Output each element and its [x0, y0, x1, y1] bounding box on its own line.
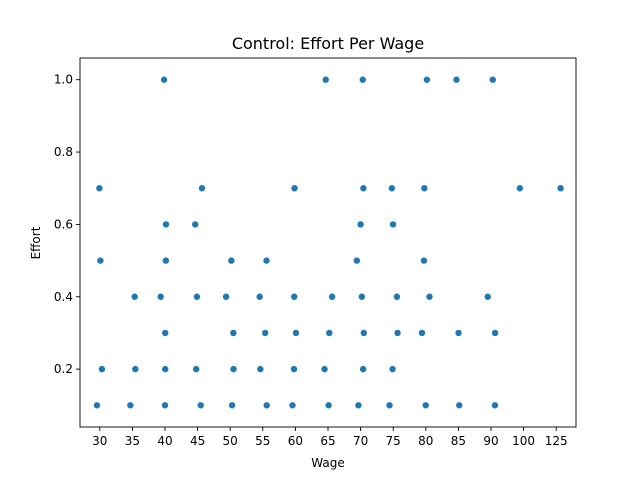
- y-axis: 0.2 0.4 0.6 0.8 1.0: [54, 73, 80, 376]
- data-point: [192, 365, 200, 373]
- data-point: [132, 365, 139, 373]
- x-tick-label: 65: [320, 434, 335, 448]
- data-point: [131, 293, 138, 300]
- data-point: [230, 329, 237, 337]
- x-tick-label: 50: [223, 434, 238, 448]
- x-tick-label: 80: [418, 434, 433, 448]
- y-tick-label: 0.4: [54, 290, 73, 304]
- data-point: [360, 185, 367, 192]
- data-point: [256, 293, 263, 300]
- x-tick-label: 75: [386, 434, 401, 448]
- data-point: [263, 257, 270, 264]
- data-point: [263, 402, 270, 409]
- data-point: [358, 293, 366, 300]
- data-point: [360, 329, 367, 337]
- data-point: [421, 185, 428, 192]
- x-tick-label: 90: [483, 434, 498, 448]
- data-point: [516, 185, 524, 192]
- data-point: [230, 365, 237, 373]
- x-tick-label: 35: [125, 434, 140, 448]
- data-point: [453, 76, 460, 83]
- x-tick-label: 125: [545, 434, 568, 448]
- data-point: [261, 329, 269, 337]
- data-point: [386, 402, 393, 409]
- data-point: [161, 402, 169, 409]
- data-point: [228, 402, 236, 409]
- y-tick-label: 0.6: [54, 217, 73, 231]
- data-point: [197, 402, 204, 409]
- data-point: [491, 402, 499, 409]
- data-point: [162, 257, 170, 264]
- data-point: [193, 293, 201, 300]
- data-point: [292, 329, 300, 337]
- data-point: [355, 402, 362, 409]
- points-layer: [93, 76, 564, 409]
- data-point: [162, 329, 169, 337]
- x-tick-label: 30: [92, 434, 107, 448]
- data-point: [357, 221, 364, 228]
- data-point: [291, 185, 298, 192]
- data-point: [422, 402, 429, 409]
- data-point: [484, 293, 491, 300]
- data-point: [222, 293, 230, 300]
- chart-title: Control: Effort Per Wage: [232, 34, 424, 53]
- data-point: [388, 185, 396, 192]
- data-point: [162, 221, 170, 228]
- y-tick-label: 0.8: [54, 145, 73, 159]
- data-point: [326, 329, 333, 337]
- data-point: [489, 76, 496, 83]
- x-tick-label: 100: [512, 434, 535, 448]
- x-axis-label: Wage: [311, 456, 344, 470]
- data-point: [93, 402, 101, 409]
- data-point: [353, 257, 361, 264]
- data-point: [98, 365, 106, 373]
- data-point: [127, 402, 134, 409]
- data-point: [289, 402, 296, 409]
- data-point: [423, 76, 431, 83]
- data-point: [160, 76, 168, 83]
- data-point: [328, 293, 336, 300]
- data-point: [325, 402, 332, 409]
- data-point: [321, 365, 328, 373]
- y-tick-label: 0.2: [54, 362, 73, 376]
- data-point: [96, 185, 103, 192]
- data-point: [426, 293, 433, 300]
- y-axis-label: Effort: [29, 226, 43, 259]
- plot-area: 30 35 40 45 50 55 60 65 70 75 80 85 90 100 125 0.20.40…: [54, 57, 577, 448]
- data-point: [322, 76, 329, 83]
- data-point: [389, 221, 397, 228]
- data-point: [455, 329, 462, 337]
- data-point: [389, 365, 396, 373]
- data-point: [420, 257, 428, 264]
- data-point: [198, 185, 206, 192]
- data-point: [557, 185, 564, 192]
- x-tick-label: 85: [451, 434, 466, 448]
- data-point: [359, 365, 367, 373]
- data-point: [157, 293, 164, 300]
- data-point: [228, 257, 235, 264]
- data-point: [393, 293, 401, 300]
- data-point: [192, 221, 199, 228]
- data-point: [291, 293, 298, 300]
- x-tick-label: 40: [157, 434, 172, 448]
- x-tick-label: 55: [255, 434, 270, 448]
- data-point: [359, 76, 366, 83]
- x-tick-label: 60: [288, 434, 303, 448]
- data-point: [418, 329, 426, 337]
- data-point: [257, 365, 264, 373]
- data-point: [394, 329, 401, 337]
- data-point: [162, 365, 169, 373]
- y-tick-label: 1.0: [54, 73, 73, 87]
- x-tick-label: 70: [353, 434, 368, 448]
- x-axis: 30 35 40 45 50 55 60 65 70 75 80 85 90 100 125: [92, 427, 568, 448]
- data-point: [456, 402, 463, 409]
- data-point: [97, 257, 104, 264]
- data-point: [290, 365, 298, 373]
- data-point: [491, 329, 499, 337]
- x-tick-label: 45: [190, 434, 205, 448]
